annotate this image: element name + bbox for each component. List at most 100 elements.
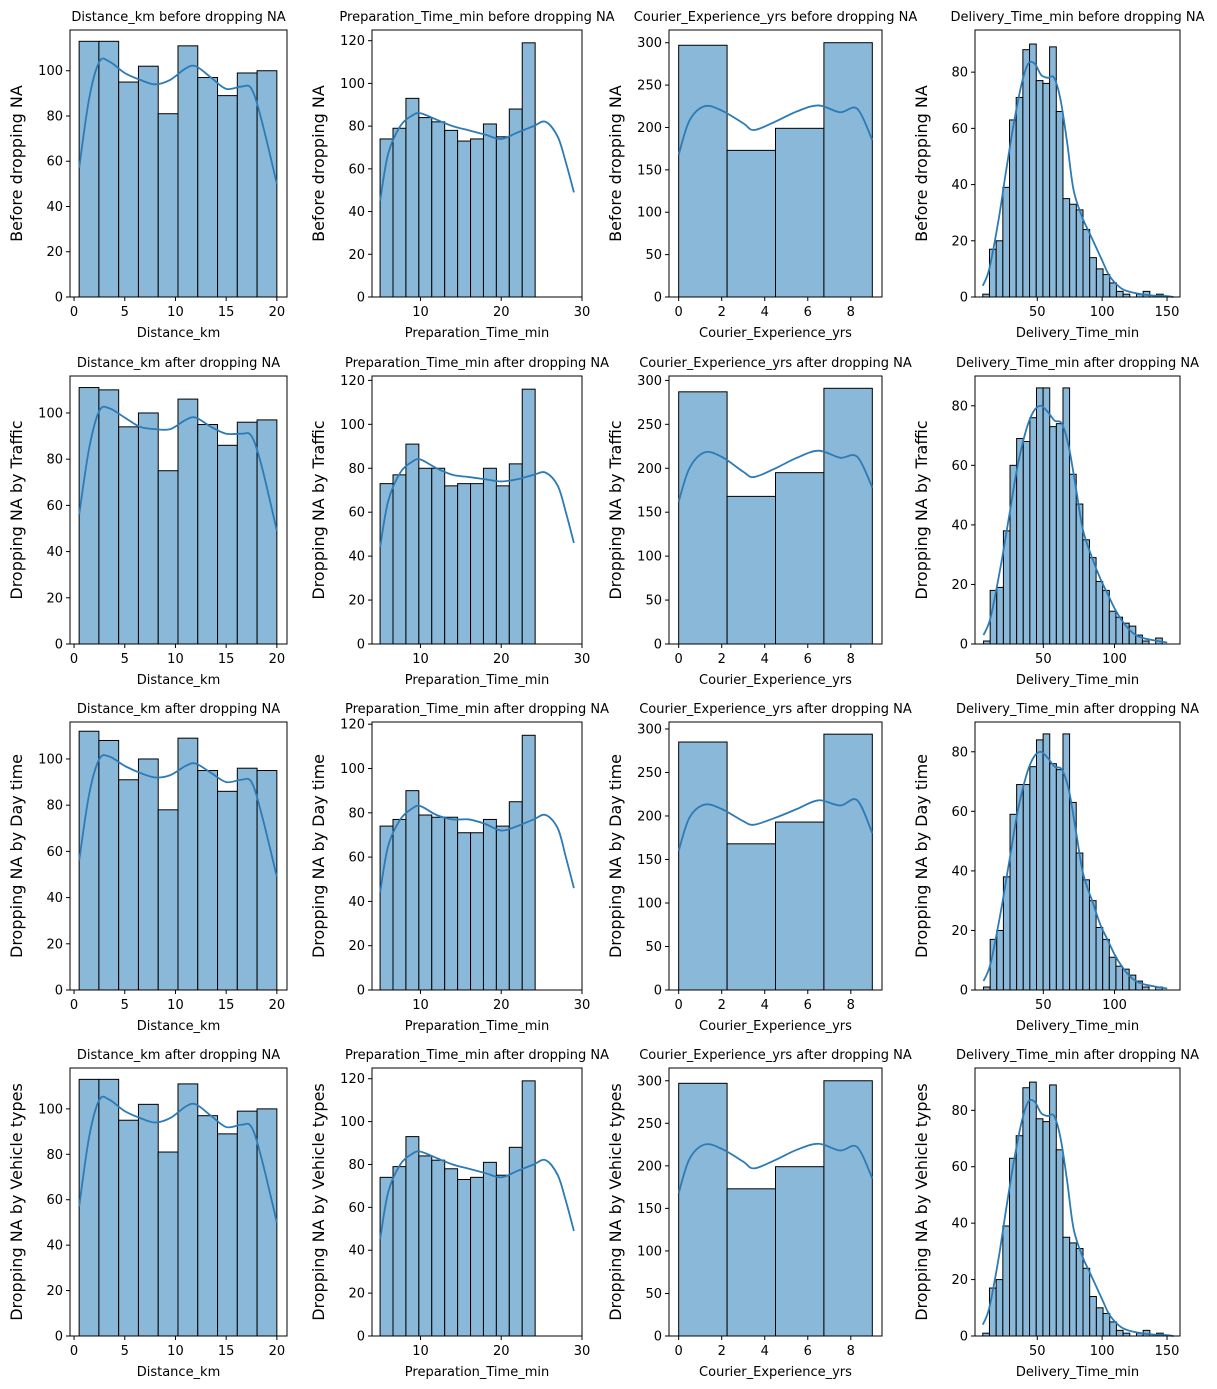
histogram-bar <box>678 741 728 991</box>
subplot-3-3: 0 2 4 6 8 0 50 100 150 200 250 300 Courier_Experienc… <box>606 702 912 1034</box>
y-tick-label: 50 <box>645 594 662 609</box>
y-tick-label: 20 <box>348 248 365 263</box>
y-axis-label: Dropping NA by Day time <box>309 754 328 958</box>
kde-curve <box>379 804 575 893</box>
y-tick-label: 40 <box>348 550 365 565</box>
axes-frame <box>371 29 583 298</box>
x-axis-label: Preparation_Time_min <box>405 1365 549 1380</box>
histogram-bar <box>470 138 484 298</box>
y-tick-label: 200 <box>637 809 662 824</box>
y-axis-label: Dropping NA by Day time <box>606 754 625 958</box>
axes-frame <box>974 29 1181 298</box>
histogram-bars <box>78 387 278 645</box>
y-tick-label: 100 <box>38 752 63 767</box>
subplot-title: Distance_km after dropping NA <box>77 702 280 717</box>
y-tick-label: 0 <box>654 291 662 306</box>
histogram-bar <box>118 426 139 645</box>
y-tick-label: 150 <box>637 1202 662 1217</box>
x-tick-label: 15 <box>218 305 235 320</box>
x-tick-label: 50 <box>1029 305 1046 320</box>
subplot-title: Delivery_Time_min after dropping NA <box>956 702 1199 717</box>
x-tick-label: 10 <box>167 305 184 320</box>
x-tick-label: 50 <box>1029 1344 1046 1359</box>
y-tick-label: 60 <box>46 155 63 170</box>
y-tick-label: 100 <box>637 1244 662 1259</box>
histogram-bar <box>197 770 219 991</box>
histogram-bar <box>431 121 446 298</box>
y-tick-label: 50 <box>645 940 662 955</box>
histogram-bar <box>508 1146 523 1337</box>
x-tick-label: 20 <box>269 998 286 1013</box>
subplot-3-1: 0 5 10 15 20 0 20 40 60 80 100 Distance_km after dr… <box>7 702 288 1034</box>
histogram-bar <box>236 421 258 645</box>
x-tick-label: 8 <box>847 1344 855 1359</box>
x-tick-label: 30 <box>574 652 591 667</box>
x-tick-label: 100 <box>1090 305 1115 320</box>
histogram-bar <box>1095 1307 1104 1337</box>
histogram-bar <box>457 140 472 298</box>
histogram-bar <box>495 136 510 298</box>
x-tick-label: 4 <box>761 998 769 1013</box>
histogram-bar <box>236 1110 258 1337</box>
y-tick-label: 0 <box>357 1330 365 1345</box>
histogram-bar <box>1055 111 1064 298</box>
histogram-bar <box>392 127 407 298</box>
histogram-bars <box>78 1078 278 1337</box>
y-tick-label: 20 <box>348 1287 365 1302</box>
y-tick-label: 150 <box>637 163 662 178</box>
y-tick-label: 80 <box>348 120 365 135</box>
y-tick-label: 200 <box>637 121 662 136</box>
x-axis-label: Distance_km <box>137 1365 221 1380</box>
subplot-2-3: 0 2 4 6 8 0 50 100 150 200 250 300 Courier_Experienc… <box>606 356 912 688</box>
histogram-bar <box>157 470 179 645</box>
y-tick-label: 300 <box>637 36 662 51</box>
y-tick-label: 80 <box>46 1148 63 1163</box>
y-tick-label: 100 <box>340 77 365 92</box>
y-tick-label: 40 <box>951 864 968 879</box>
axes-frame <box>974 375 1181 645</box>
y-tick-label: 40 <box>46 545 63 560</box>
y-tick-label: 0 <box>960 291 968 306</box>
x-axis-label: Delivery_Time_min <box>1016 1365 1139 1380</box>
histogram-bar <box>1042 82 1051 298</box>
histogram-bar <box>482 1161 497 1337</box>
histogram-bar <box>1029 1081 1037 1337</box>
y-tick-label: 20 <box>46 591 63 606</box>
x-tick-label: 150 <box>1155 305 1180 320</box>
y-tick-label: 40 <box>348 895 365 910</box>
histogram-bar <box>137 1103 159 1337</box>
x-axis-label: Delivery_Time_min <box>1016 673 1139 688</box>
histogram-bar <box>157 809 179 991</box>
histogram-bar <box>1022 1087 1031 1337</box>
histogram-bar <box>1015 96 1024 298</box>
histogram-bar <box>1115 965 1124 991</box>
histogram-bar <box>418 467 433 645</box>
y-axis-label: Before dropping NA <box>606 85 625 242</box>
histogram-bar <box>1029 417 1038 645</box>
subplot-title: Courier_Experience_yrs before dropping N… <box>634 10 918 25</box>
y-tick-label: 60 <box>46 499 63 514</box>
x-tick-label: 2 <box>718 652 726 667</box>
x-tick-label: 0 <box>675 305 683 320</box>
x-tick-label: 0 <box>675 1344 683 1359</box>
histogram-bar <box>1049 46 1057 298</box>
histogram-bar <box>1035 80 1044 298</box>
histogram-bar <box>995 240 1004 298</box>
subplot-2-4: 50 100 0 20 40 60 80 Delivery_Time_min after dr… <box>912 356 1199 688</box>
x-tick-label: 10 <box>412 1344 429 1359</box>
subplot-title: Distance_km before dropping NA <box>71 10 285 25</box>
x-axis-label: Distance_km <box>137 326 221 341</box>
x-tick-label: 100 <box>1102 998 1127 1013</box>
histogram-bar <box>217 95 238 298</box>
y-axis-label: Before dropping NA <box>912 85 931 242</box>
x-tick-label: 10 <box>412 998 429 1013</box>
y-axis-label: Dropping NA by Traffic <box>7 420 26 599</box>
y-tick-label: 0 <box>654 638 662 653</box>
histogram-bar <box>726 149 777 298</box>
histogram-bars <box>78 730 278 991</box>
kde-curve <box>982 404 1168 644</box>
y-axis-label: Dropping NA by Traffic <box>606 420 625 599</box>
x-tick-label: 6 <box>804 998 812 1013</box>
y-tick-label: 0 <box>654 984 662 999</box>
y-tick-label: 40 <box>46 1239 63 1254</box>
